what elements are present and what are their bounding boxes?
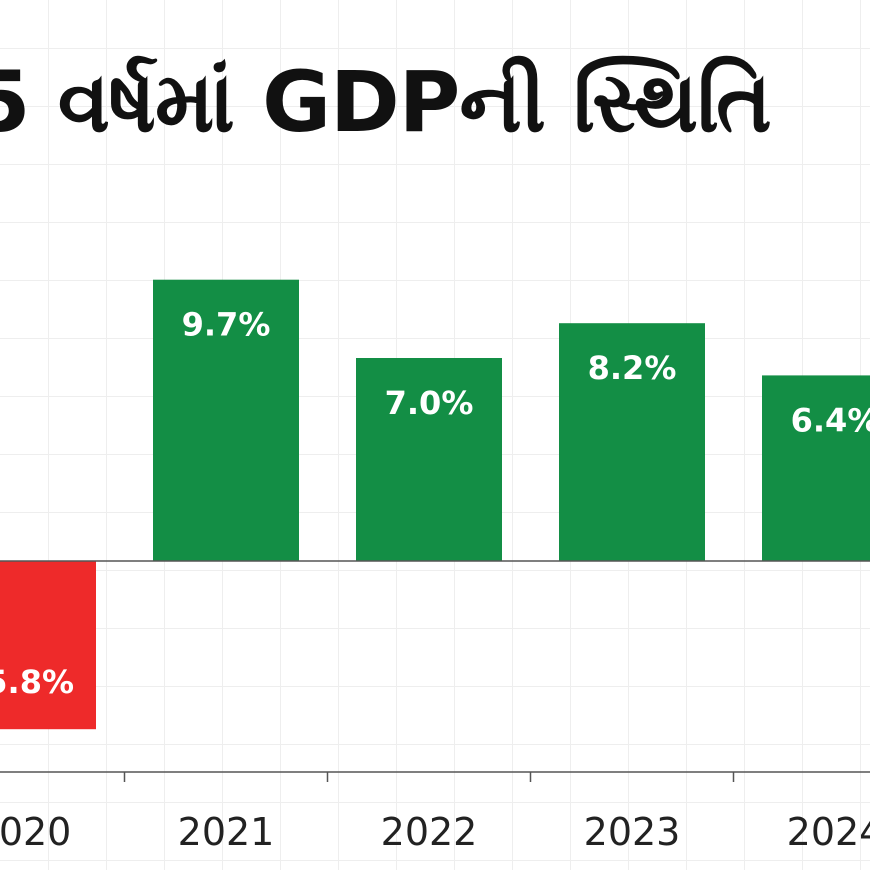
x-tick-label-2022: 2022	[381, 810, 478, 854]
data-label-2022: 7.0%	[385, 384, 474, 422]
bar-2023	[559, 323, 705, 561]
data-label-2021: 9.7%	[182, 306, 271, 344]
bar-2020	[0, 561, 96, 730]
x-tick-label-2023: 2023	[584, 810, 681, 854]
chart-title: 5 વર્ષમાં GDPની સ્થિતિ	[0, 53, 772, 151]
x-tick-label-2024: 2024	[787, 810, 870, 854]
data-label-2020: -5.8%	[0, 663, 74, 701]
bar-2024	[762, 375, 870, 561]
x-tick-label-2020: 2020	[0, 810, 71, 854]
x-tick-label-2021: 2021	[178, 810, 275, 854]
bar-2022	[356, 358, 502, 561]
data-label-2024: 6.4%	[791, 401, 870, 439]
data-label-2023: 8.2%	[588, 349, 677, 387]
bar-2021	[153, 279, 299, 561]
